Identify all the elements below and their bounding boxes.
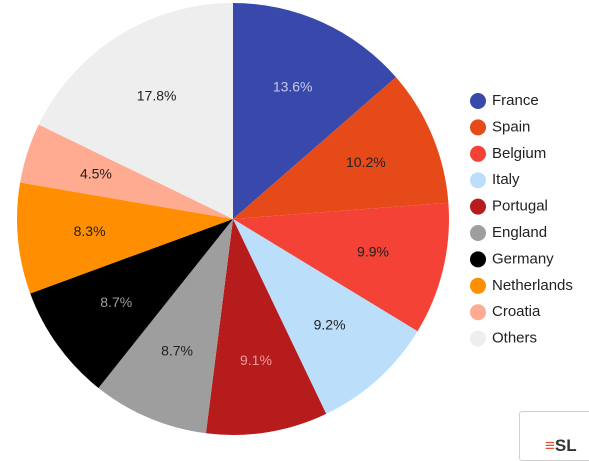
legend-swatch-italy [470,172,486,189]
legend-label-portugal: Portugal [492,198,548,215]
legend-swatch-others [470,330,486,347]
legend-swatch-france [470,93,486,109]
pie-slice-netherlands [17,182,234,294]
slice-label-netherlands: 8.3% [74,223,106,239]
legend-label-england: England [492,224,547,241]
legend-swatch-germany [470,251,486,268]
legend-swatch-england [470,225,486,241]
pie-chart: 13.6% 10.2% 9.9% 9.2% 9.1% 8.7% 8.7% 8.3% 4.5% 17… [17,2,573,435]
logo-letters: SL [554,436,577,455]
legend-label-germany: Germany [492,250,554,267]
watermark-logo: ≡SL [519,411,589,461]
legend-label-belgium: Belgium [492,145,546,162]
legend-label-france: France [492,92,539,109]
pie-slice-labels: 13.6% 10.2% 9.9% 9.2% 9.1% 8.7% 8.7% 8.3% 4.5% 17… [74,79,389,368]
legend-label-spain: Spain [492,118,530,135]
pie-slice-france [233,3,396,219]
slice-label-croatia: 4.5% [80,166,112,182]
legend-swatch-portugal [470,198,486,215]
chart-legend: France Spain Belgium Italy Portugal England Ge… [470,92,573,347]
slice-label-others: 17.8% [137,88,177,104]
slice-label-england: 8.7% [161,342,193,358]
slice-label-portugal: 9.1% [240,352,272,368]
pie-slice-germany [30,219,233,388]
legend-label-netherlands: Netherlands [492,277,573,294]
pie-slices [17,2,449,435]
pie-slice-belgium [233,202,449,332]
legend-label-italy: Italy [492,171,520,188]
pie-slice-spain [233,77,449,219]
slice-label-germany: 8.7% [100,294,132,310]
pie-slice-portugal [205,219,327,435]
watermark-logo-text: ≡SL [545,436,577,456]
legend-swatch-netherlands [470,277,486,294]
slice-label-spain: 10.2% [346,154,386,170]
logo-bars-icon: ≡ [545,436,555,455]
legend-swatch-belgium [470,145,486,162]
legend-label-croatia: Croatia [492,303,541,320]
pie-slice-england [98,219,233,434]
legend-label-others: Others [492,330,537,347]
slice-label-france: 13.6% [273,79,313,95]
legend-swatch-spain [470,119,486,136]
legend-swatch-croatia [470,304,486,321]
pie-slice-croatia [20,124,233,219]
pie-slice-others [38,2,233,219]
pie-slice-italy [233,219,418,414]
slice-label-italy: 9.2% [314,317,346,333]
slice-label-belgium: 9.9% [357,243,389,259]
